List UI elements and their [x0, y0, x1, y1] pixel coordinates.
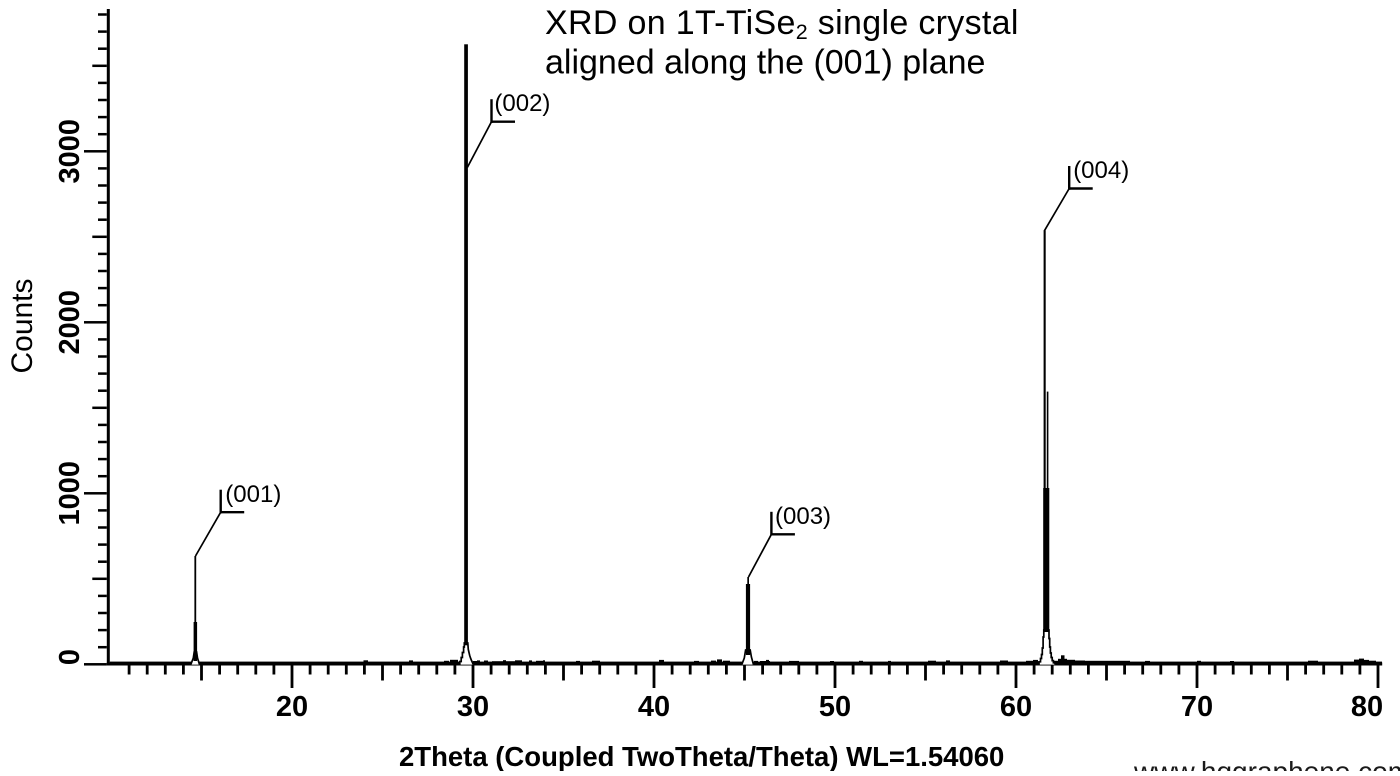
svg-text:(002): (002): [494, 90, 550, 117]
svg-text:(004): (004): [1073, 157, 1129, 184]
svg-text:aligned along the (001) plane: aligned along the (001) plane: [545, 43, 985, 81]
svg-text:40: 40: [638, 691, 670, 723]
svg-text:Counts: Counts: [6, 278, 39, 373]
svg-text:1000: 1000: [54, 461, 86, 526]
svg-text:0: 0: [54, 649, 86, 665]
svg-text:70: 70: [1181, 691, 1213, 723]
svg-text:30: 30: [457, 691, 489, 723]
svg-text:2000: 2000: [54, 290, 86, 355]
svg-text:www.hqgraphene.com: www.hqgraphene.com: [1133, 756, 1400, 771]
svg-text:2Theta (Coupled TwoTheta/Theta: 2Theta (Coupled TwoTheta/Theta) WL=1.540…: [399, 741, 1004, 771]
svg-text:20: 20: [276, 691, 308, 723]
svg-text:60: 60: [1000, 691, 1032, 723]
svg-text:50: 50: [819, 691, 851, 723]
svg-text:(001): (001): [225, 481, 281, 508]
svg-text:(003): (003): [775, 503, 831, 530]
svg-text:3000: 3000: [54, 119, 86, 184]
svg-text:XRD on 1T-TiSe2 single crystal: XRD on 1T-TiSe2 single crystal: [545, 4, 1019, 44]
svg-text:80: 80: [1351, 691, 1383, 723]
